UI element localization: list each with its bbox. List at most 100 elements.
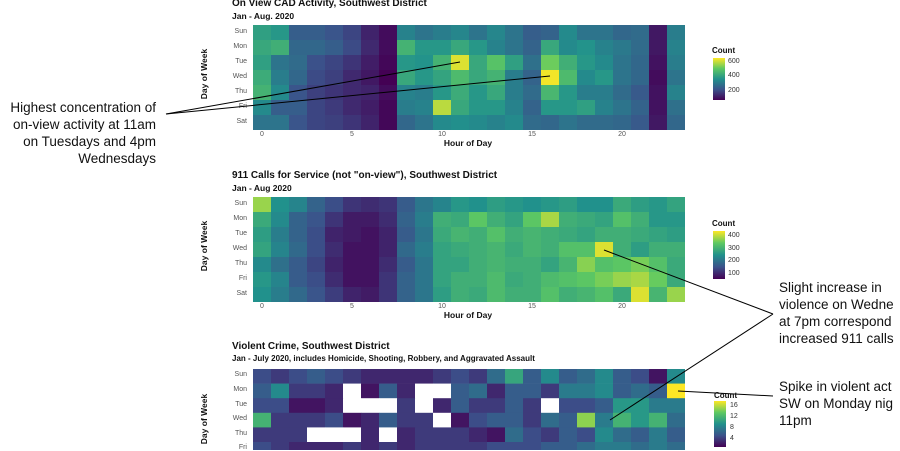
heatmap-cell [469, 412, 488, 428]
heatmap-cell [325, 197, 344, 213]
x-axis-label: Hour of Day [443, 310, 493, 320]
heatmap-cell [505, 212, 524, 228]
heatmap-cell [523, 40, 542, 56]
legend-colorbar [713, 58, 725, 100]
heatmap-cell [451, 25, 470, 41]
heatmap-cell [613, 412, 632, 428]
day-label: Fri [238, 274, 247, 282]
heatmap-cell [253, 40, 272, 56]
heatmap-cell [577, 398, 596, 414]
heatmap-cell [631, 70, 650, 86]
heatmap-cell [523, 287, 542, 302]
heatmap-cell [433, 227, 452, 243]
heatmap-cell [649, 212, 668, 228]
heatmap-cell [289, 212, 308, 228]
heatmap-cell [433, 383, 452, 399]
heatmap-cell [595, 100, 614, 116]
heatmap-cell [271, 257, 290, 273]
heatmap-cell [307, 212, 326, 228]
heatmap-cell [433, 197, 452, 213]
heatmap-cell [613, 442, 632, 450]
heatmap-cell [379, 442, 398, 450]
chart-subtitle: Jan - Aug 2020 [232, 183, 292, 193]
heatmap-cell [595, 115, 614, 130]
day-label: Fri [238, 444, 247, 451]
heatmap-cell [433, 398, 452, 414]
heatmap-cell [397, 257, 416, 273]
heatmap-cell [253, 369, 272, 384]
heatmap-cell [469, 212, 488, 228]
heatmap-cell [289, 287, 308, 302]
heatmap-cell [487, 427, 506, 443]
heatmap-cell [487, 272, 506, 288]
legend-tick-label: 600 [728, 57, 740, 65]
heatmap-cell [523, 257, 542, 273]
heatmap-cell [451, 398, 470, 414]
heatmap-cell [379, 25, 398, 41]
legend-tick-label: 4 [730, 434, 734, 442]
heatmap-cell [505, 427, 524, 443]
heatmap-cell [325, 257, 344, 273]
heatmap-cell [379, 427, 398, 443]
heatmap-cell [613, 25, 632, 41]
heatmap-cell [595, 383, 614, 399]
heatmap-cell [523, 272, 542, 288]
heatmap-cell [343, 412, 362, 428]
x-tick-label: 0 [260, 303, 264, 310]
heatmap-cell [595, 427, 614, 443]
heatmap-cell [577, 383, 596, 399]
heatmap-cell [433, 40, 452, 56]
heatmap-cell [523, 427, 542, 443]
heatmap-cell [289, 242, 308, 258]
heatmap-cell [361, 257, 380, 273]
heatmap-cell [415, 287, 434, 302]
heatmap-cell [397, 383, 416, 399]
x-tick-label: 15 [528, 303, 536, 310]
day-label: Sun [234, 27, 247, 35]
chart-title: On View CAD Activity, Southwest District [232, 0, 427, 9]
heatmap-cell [667, 40, 685, 56]
heatmap-cell [631, 100, 650, 116]
heatmap-cell [649, 100, 668, 116]
annotation-wednesday-violence: Slight increase in violence on Wedne at … [779, 279, 894, 347]
heatmap-cell [577, 227, 596, 243]
heatmap-cell [361, 398, 380, 414]
heatmap-cell [379, 398, 398, 414]
heatmap-cell [649, 115, 668, 130]
heatmap-cell [523, 115, 542, 130]
day-label: Wed [232, 244, 247, 252]
heatmap-cell [541, 257, 560, 273]
heatmap-cell [361, 25, 380, 41]
heatmap-cell [613, 70, 632, 86]
x-tick-label: 20 [618, 131, 626, 138]
heatmap-cell [649, 442, 668, 450]
heatmap-cell [451, 287, 470, 302]
heatmap-cell [577, 85, 596, 101]
heatmap-cell [343, 442, 362, 450]
heatmap-cell [271, 383, 290, 399]
heatmap-cell [415, 442, 434, 450]
heatmap-cell [361, 212, 380, 228]
heatmap-cell [667, 427, 685, 443]
legend-tick-label: 400 [728, 232, 740, 240]
heatmap-cell [253, 25, 272, 41]
heatmap-cell [469, 40, 488, 56]
heatmap-cell [577, 25, 596, 41]
heatmap-cell [343, 40, 362, 56]
heatmap-cell [289, 272, 308, 288]
heatmap-cell [415, 227, 434, 243]
heatmap-cell [631, 85, 650, 101]
heatmap-cell [613, 115, 632, 130]
heatmap-cell [469, 369, 488, 384]
annotation-line: at 7pm correspond [779, 314, 892, 329]
heatmap-cell [667, 115, 685, 130]
heatmap-cell [559, 40, 578, 56]
heatmap-cell [469, 197, 488, 213]
y-axis-label: Day of Week [199, 393, 209, 445]
heatmap-cell [469, 287, 488, 302]
heatmap-cell [559, 398, 578, 414]
heatmap-cell [325, 442, 344, 450]
heatmap-cell [541, 442, 560, 450]
heatmap-cell [469, 257, 488, 273]
